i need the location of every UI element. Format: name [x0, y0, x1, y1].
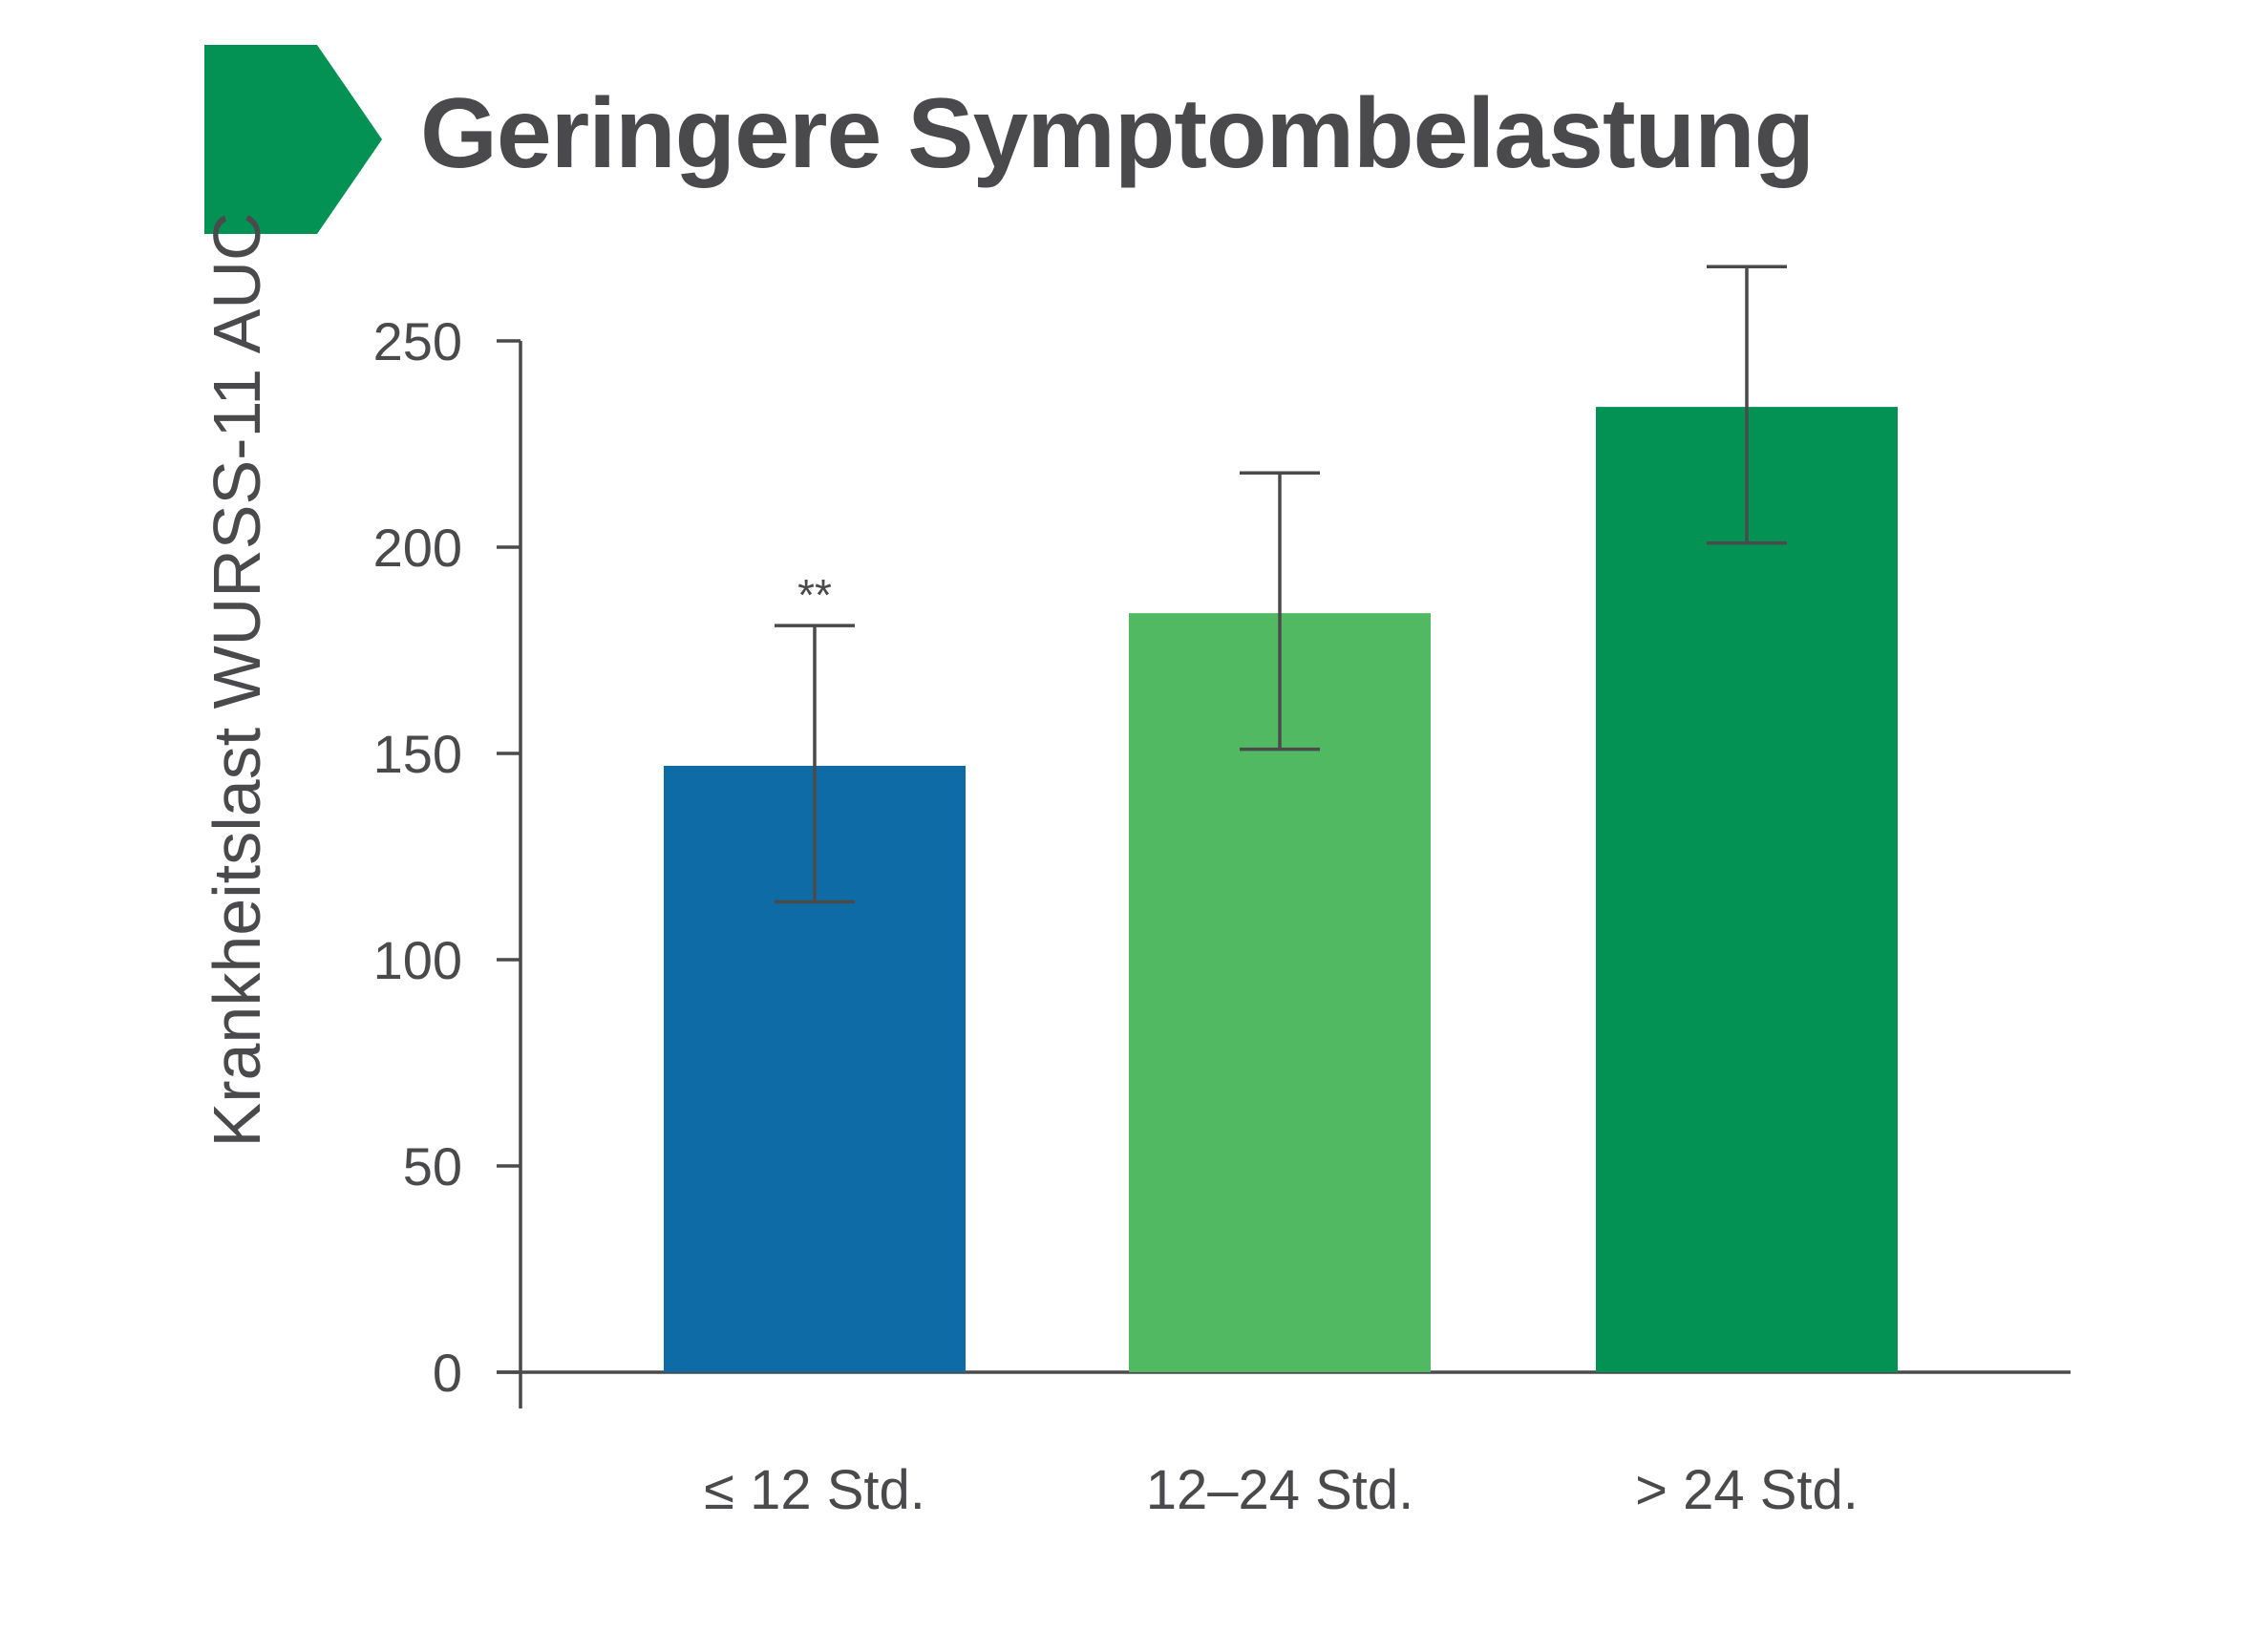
y-tick-label: 0: [433, 1343, 462, 1403]
labels: 0 50 100 150 200 250 ≤ 12 Std. ** 12–24 Std. > 24…: [373, 311, 1859, 1521]
title-banner-arrow: [204, 45, 382, 234]
error-bars: [775, 265, 1787, 904]
x-category-label: > 24 Std.: [1635, 1459, 1859, 1521]
bar: [1596, 407, 1898, 1372]
y-tick-label: 200: [373, 518, 462, 578]
y-tick-label: 150: [373, 724, 462, 784]
x-category-label: 12–24 Std.: [1146, 1459, 1414, 1521]
significance-annotation: **: [797, 570, 832, 620]
banner-arrow-shape: [204, 45, 382, 234]
chart-title: Geringere Symptombelastung: [420, 78, 1815, 189]
y-axis-title-group: Krankheitslast WURSS-11 AUC: [200, 212, 274, 1147]
y-tick-label: 250: [373, 311, 462, 371]
x-category-label: ≤ 12 Std.: [704, 1459, 925, 1521]
y-axis-title: Krankheitslast WURSS-11 AUC: [200, 212, 274, 1147]
y-tick-label: 100: [373, 930, 462, 990]
y-tick-label: 50: [403, 1136, 462, 1197]
